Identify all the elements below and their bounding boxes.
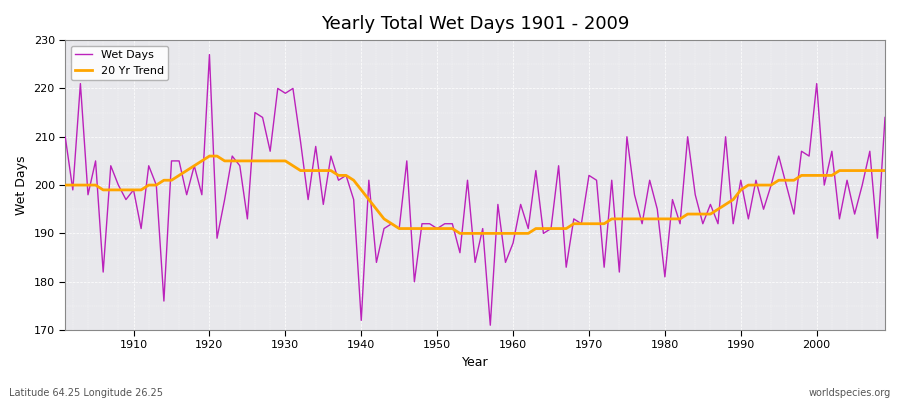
Wet Days [523, 226, 534, 231]
Text: Latitude 64.25 Longitude 26.25: Latitude 64.25 Longitude 26.25 [9, 388, 163, 398]
20 Yr Trend [523, 231, 534, 236]
Wet Days [516, 202, 526, 207]
Title: Yearly Total Wet Days 1901 - 2009: Yearly Total Wet Days 1901 - 2009 [321, 15, 629, 33]
20 Yr Trend [454, 231, 465, 236]
20 Yr Trend [295, 168, 306, 173]
Wet Days [121, 197, 131, 202]
Wet Days [485, 323, 496, 328]
Wet Days [341, 173, 352, 178]
20 Yr Trend [59, 183, 70, 188]
Wet Days [295, 139, 306, 144]
X-axis label: Year: Year [462, 356, 489, 369]
20 Yr Trend [614, 216, 625, 221]
20 Yr Trend [204, 154, 215, 158]
Wet Days [59, 134, 70, 139]
Y-axis label: Wet Days: Wet Days [15, 155, 28, 215]
Wet Days [204, 52, 215, 57]
Legend: Wet Days, 20 Yr Trend: Wet Days, 20 Yr Trend [71, 46, 168, 80]
Wet Days [879, 115, 890, 120]
Line: Wet Days: Wet Days [65, 55, 885, 325]
20 Yr Trend [879, 168, 890, 173]
Text: worldspecies.org: worldspecies.org [809, 388, 891, 398]
20 Yr Trend [516, 231, 526, 236]
Line: 20 Yr Trend: 20 Yr Trend [65, 156, 885, 233]
Wet Days [614, 270, 625, 274]
20 Yr Trend [121, 188, 131, 192]
20 Yr Trend [341, 173, 352, 178]
